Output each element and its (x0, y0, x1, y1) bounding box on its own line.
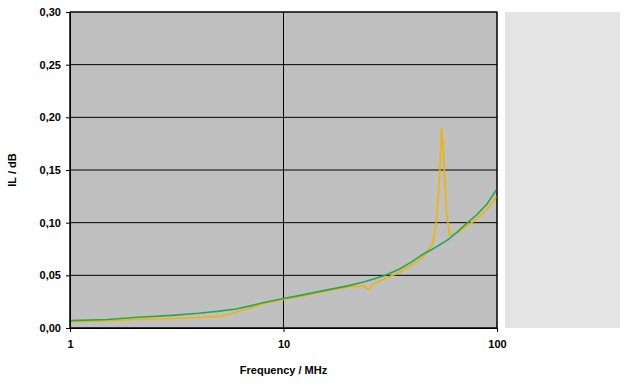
plot-background (70, 12, 497, 328)
grid-line-y (70, 222, 497, 223)
y-tick: 0,10 (40, 217, 70, 229)
x-tick: 100 (488, 328, 506, 350)
chart: 1 10 100 0,00 0,05 0,10 0,15 0,20 0,25 0,30 Freque… (0, 0, 626, 384)
y-tick-mark (66, 223, 70, 224)
photo-area (505, 12, 620, 328)
y-tick: 0,05 (40, 269, 70, 281)
y-tick: 0,20 (40, 111, 70, 123)
plot: 1 10 100 0,00 0,05 0,10 0,15 0,20 0,25 0,30 (40, 6, 507, 350)
y-axis: 0,00 0,05 0,10 0,15 0,20 0,25 0,30 (40, 6, 71, 334)
grid (70, 12, 497, 328)
y-tick-label: 0,15 (40, 164, 61, 176)
y-tick-label: 0,05 (40, 269, 61, 281)
y-tick-mark (66, 12, 70, 13)
x-axis: 1 10 100 (67, 328, 506, 350)
grid-line-y (70, 64, 497, 65)
y-tick: 0,25 (40, 59, 70, 71)
y-tick: 0,30 (40, 6, 70, 18)
lines (70, 128, 497, 322)
x-tick-label: 10 (278, 338, 290, 350)
y-tick-mark (66, 328, 70, 329)
y-tick-mark (66, 170, 70, 171)
y-tick-label: 0,25 (40, 59, 61, 71)
x-axis-title: Frequency / MHz (240, 364, 328, 376)
x-tick-label: 1 (67, 338, 73, 350)
x-tick-label: 100 (488, 338, 506, 350)
series-line (70, 128, 497, 322)
y-tick-mark (66, 117, 70, 118)
y-tick-mark (66, 275, 70, 276)
y-tick-label: 0,00 (40, 322, 61, 334)
x-tick-mark (284, 328, 285, 332)
y-axis-title: IL / dB (6, 153, 18, 186)
grid-line-y (70, 170, 497, 171)
grid-line-y (70, 117, 497, 118)
y-tick-label: 0,20 (40, 111, 61, 123)
y-tick: 0,00 (40, 322, 70, 334)
x-tick: 1 (67, 328, 73, 350)
x-tick: 10 (278, 328, 290, 350)
x-axis-line (71, 329, 498, 333)
x-tick-mark (497, 328, 498, 332)
grid-line-y (70, 275, 497, 276)
y-tick-label: 0,30 (40, 6, 61, 18)
y-tick: 0,15 (40, 164, 70, 176)
plot-frame (70, 12, 497, 328)
series-line (70, 189, 497, 321)
y-tick-label: 0,10 (40, 217, 61, 229)
y-tick-mark (66, 65, 70, 66)
